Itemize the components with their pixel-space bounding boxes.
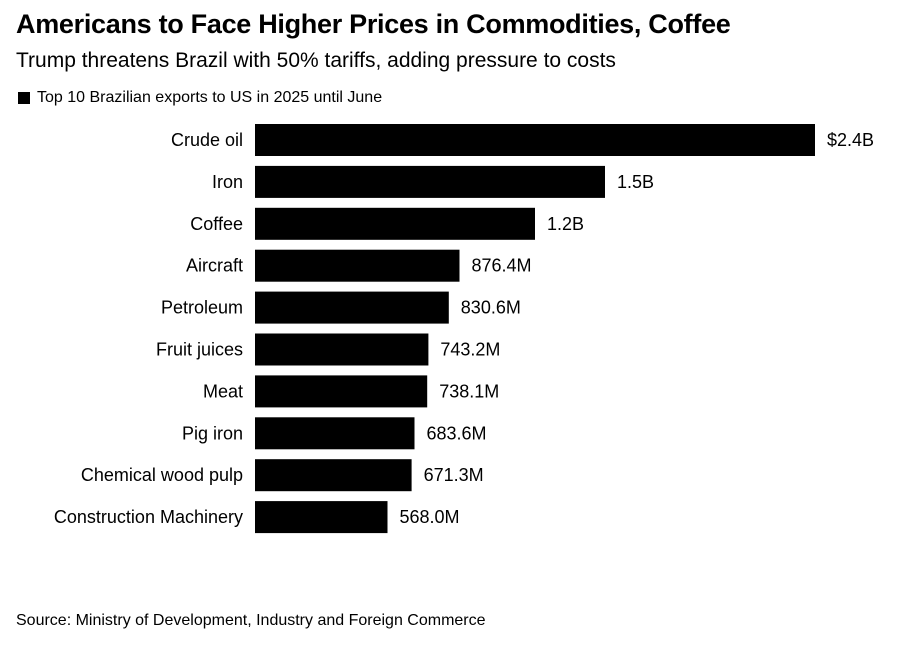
- value-label-crude-oil: $2.4B: [827, 130, 874, 150]
- category-label-chemical-wood-pulp: Chemical wood pulp: [81, 465, 243, 485]
- value-label-meat: 738.1M: [439, 381, 499, 401]
- legend-label: Top 10 Brazilian exports to US in 2025 u…: [37, 89, 383, 106]
- value-label-coffee: 1.2B: [547, 214, 584, 234]
- category-label-iron: Iron: [212, 172, 243, 192]
- bar-petroleum: [255, 291, 449, 324]
- category-label-meat: Meat: [203, 381, 243, 401]
- category-label-fruit-juices: Fruit juices: [156, 340, 243, 360]
- value-label-iron: 1.5B: [617, 172, 654, 192]
- category-label-crude-oil: Crude oil: [171, 130, 243, 150]
- bar-iron: [255, 165, 605, 198]
- bar-construction-machinery: [255, 501, 388, 534]
- legend: Top 10 Brazilian exports to US in 2025 u…: [18, 89, 382, 107]
- bar-coffee: [255, 207, 535, 240]
- bar-chemical-wood-pulp: [255, 459, 412, 492]
- category-label-aircraft: Aircraft: [186, 256, 243, 276]
- value-label-pig-iron: 683.6M: [427, 423, 487, 443]
- bar-aircraft: [255, 249, 460, 282]
- value-label-petroleum: 830.6M: [461, 298, 521, 318]
- category-label-construction-machinery: Construction Machinery: [54, 507, 243, 527]
- category-label-pig-iron: Pig iron: [182, 423, 243, 443]
- bar-crude-oil: [255, 124, 815, 156]
- chart-subtitle: Trump threatens Brazil with 50% tariffs,…: [16, 49, 616, 72]
- bar-pig-iron: [255, 417, 415, 450]
- source-note: Source: Ministry of Development, Industr…: [16, 612, 486, 629]
- chart-title: Americans to Face Higher Prices in Commo…: [16, 9, 731, 39]
- category-label-coffee: Coffee: [190, 214, 243, 234]
- category-label-petroleum: Petroleum: [161, 298, 243, 318]
- bar-meat: [255, 375, 428, 408]
- bar-fruit-juices: [255, 333, 429, 366]
- value-label-aircraft: 876.4M: [472, 256, 532, 276]
- legend-swatch: [18, 92, 30, 104]
- value-label-construction-machinery: 568.0M: [400, 507, 460, 527]
- value-label-chemical-wood-pulp: 671.3M: [424, 465, 484, 485]
- value-label-fruit-juices: 743.2M: [440, 340, 500, 360]
